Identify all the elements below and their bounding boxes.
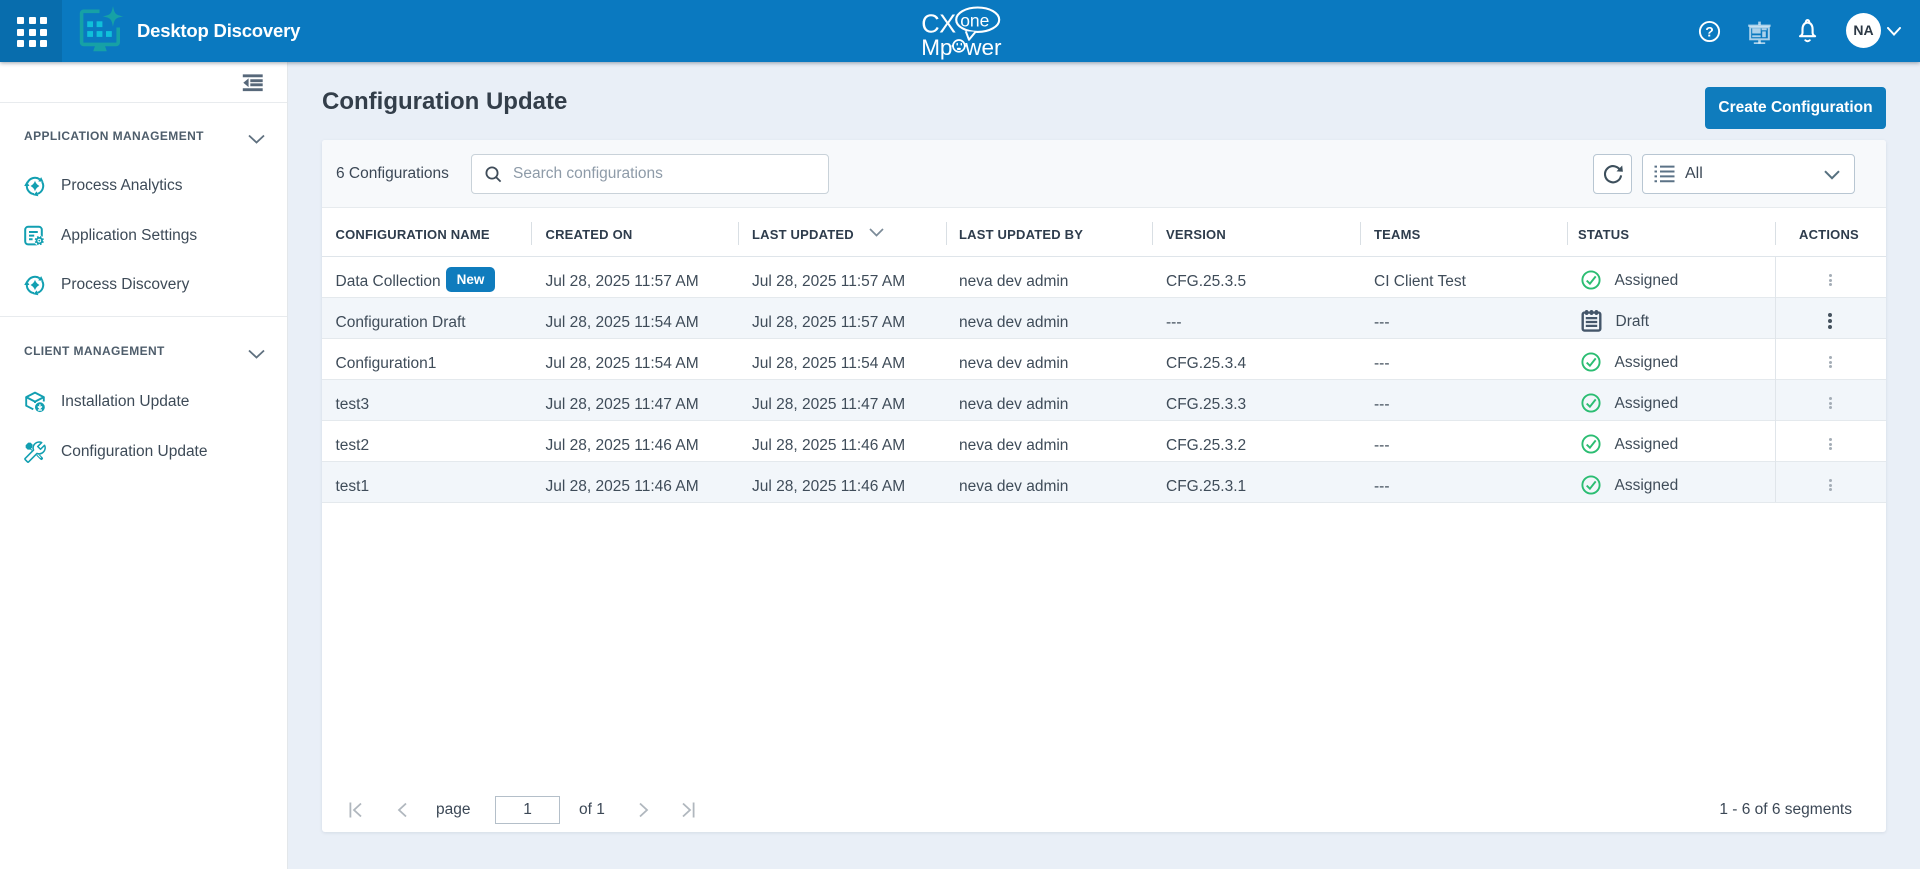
svg-text:Mp: Mp bbox=[921, 35, 952, 60]
svg-text:?: ? bbox=[1705, 23, 1714, 39]
svg-text:one: one bbox=[960, 10, 989, 30]
svg-text:CX: CX bbox=[921, 10, 956, 38]
